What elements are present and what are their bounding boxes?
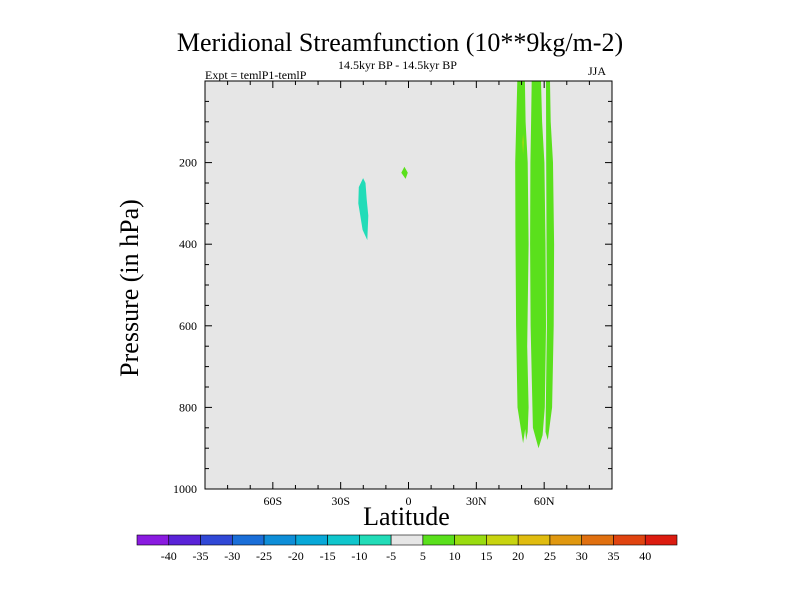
chart-title: Meridional Streamfunction (10**9kg/m-2) <box>176 28 624 57</box>
colorbar-box <box>263 534 297 546</box>
x-tick-label: 30N <box>466 494 487 508</box>
y-tick-label: 600 <box>179 319 197 333</box>
contour-region-positive-anomaly-0 <box>401 166 408 179</box>
y-tick-label: 800 <box>179 400 197 414</box>
colorbar-label: 40 <box>639 549 651 563</box>
contour-region-positive-anomaly-61N <box>545 81 555 440</box>
colorbar-label: 10 <box>449 549 461 563</box>
experiment-label: Expt = temlP1-temlP <box>205 68 307 82</box>
x-axis-label: Latitude <box>363 502 450 531</box>
colorbar-label: 15 <box>480 549 492 563</box>
colorbar-label: -5 <box>386 549 396 563</box>
y-tick-label: 400 <box>179 237 197 251</box>
colorbar-box <box>390 534 424 546</box>
colorbar-label: -20 <box>288 549 304 563</box>
x-tick-label: 0 <box>406 494 412 508</box>
x-tick-label: 60N <box>534 494 555 508</box>
colorbar-box <box>231 534 265 546</box>
season-label: JJA <box>588 64 607 78</box>
colorbar-box <box>486 534 519 546</box>
colorbar-box <box>549 534 583 546</box>
colorbar-box <box>295 534 328 546</box>
chart-subtitle: 14.5kyr BP - 14.5kyr BP <box>338 58 457 72</box>
colorbar-label: -35 <box>193 549 209 563</box>
colorbar-box <box>517 534 551 546</box>
x-tick-label: 30S <box>331 494 350 508</box>
x-tick-label: 60S <box>263 494 282 508</box>
contour-region-positive-anomaly-56N <box>530 81 546 449</box>
colorbar-box <box>327 534 360 546</box>
contour-region-positive-anomaly-50N <box>515 81 529 444</box>
contour-region-positive-anomaly-core <box>522 134 524 155</box>
colorbar-label: 30 <box>576 549 588 563</box>
colorbar-label: -40 <box>161 549 177 563</box>
colorbar-label: 35 <box>607 549 619 563</box>
colorbar-label: 5 <box>420 549 426 563</box>
colorbar-box <box>644 534 678 546</box>
colorbar-box <box>613 534 646 546</box>
colorbar-box <box>136 534 170 546</box>
colorbar-box <box>422 534 455 546</box>
colorbar-box <box>200 534 233 546</box>
contour-region-negative-anomaly-30S <box>358 178 369 241</box>
colorbar-box <box>359 534 392 546</box>
colorbar-label: 20 <box>512 549 524 563</box>
y-tick-label: 1000 <box>173 482 197 496</box>
colorbar-box <box>454 534 487 546</box>
colorbar-label: -10 <box>351 549 367 563</box>
y-tick-label: 200 <box>179 156 197 170</box>
colorbar-label: -15 <box>320 549 336 563</box>
colorbar-label: -25 <box>256 549 272 563</box>
colorbar-box <box>581 534 614 546</box>
colorbar-label: 25 <box>544 549 556 563</box>
colorbar-label: -30 <box>224 549 240 563</box>
colorbar-box <box>168 534 201 546</box>
